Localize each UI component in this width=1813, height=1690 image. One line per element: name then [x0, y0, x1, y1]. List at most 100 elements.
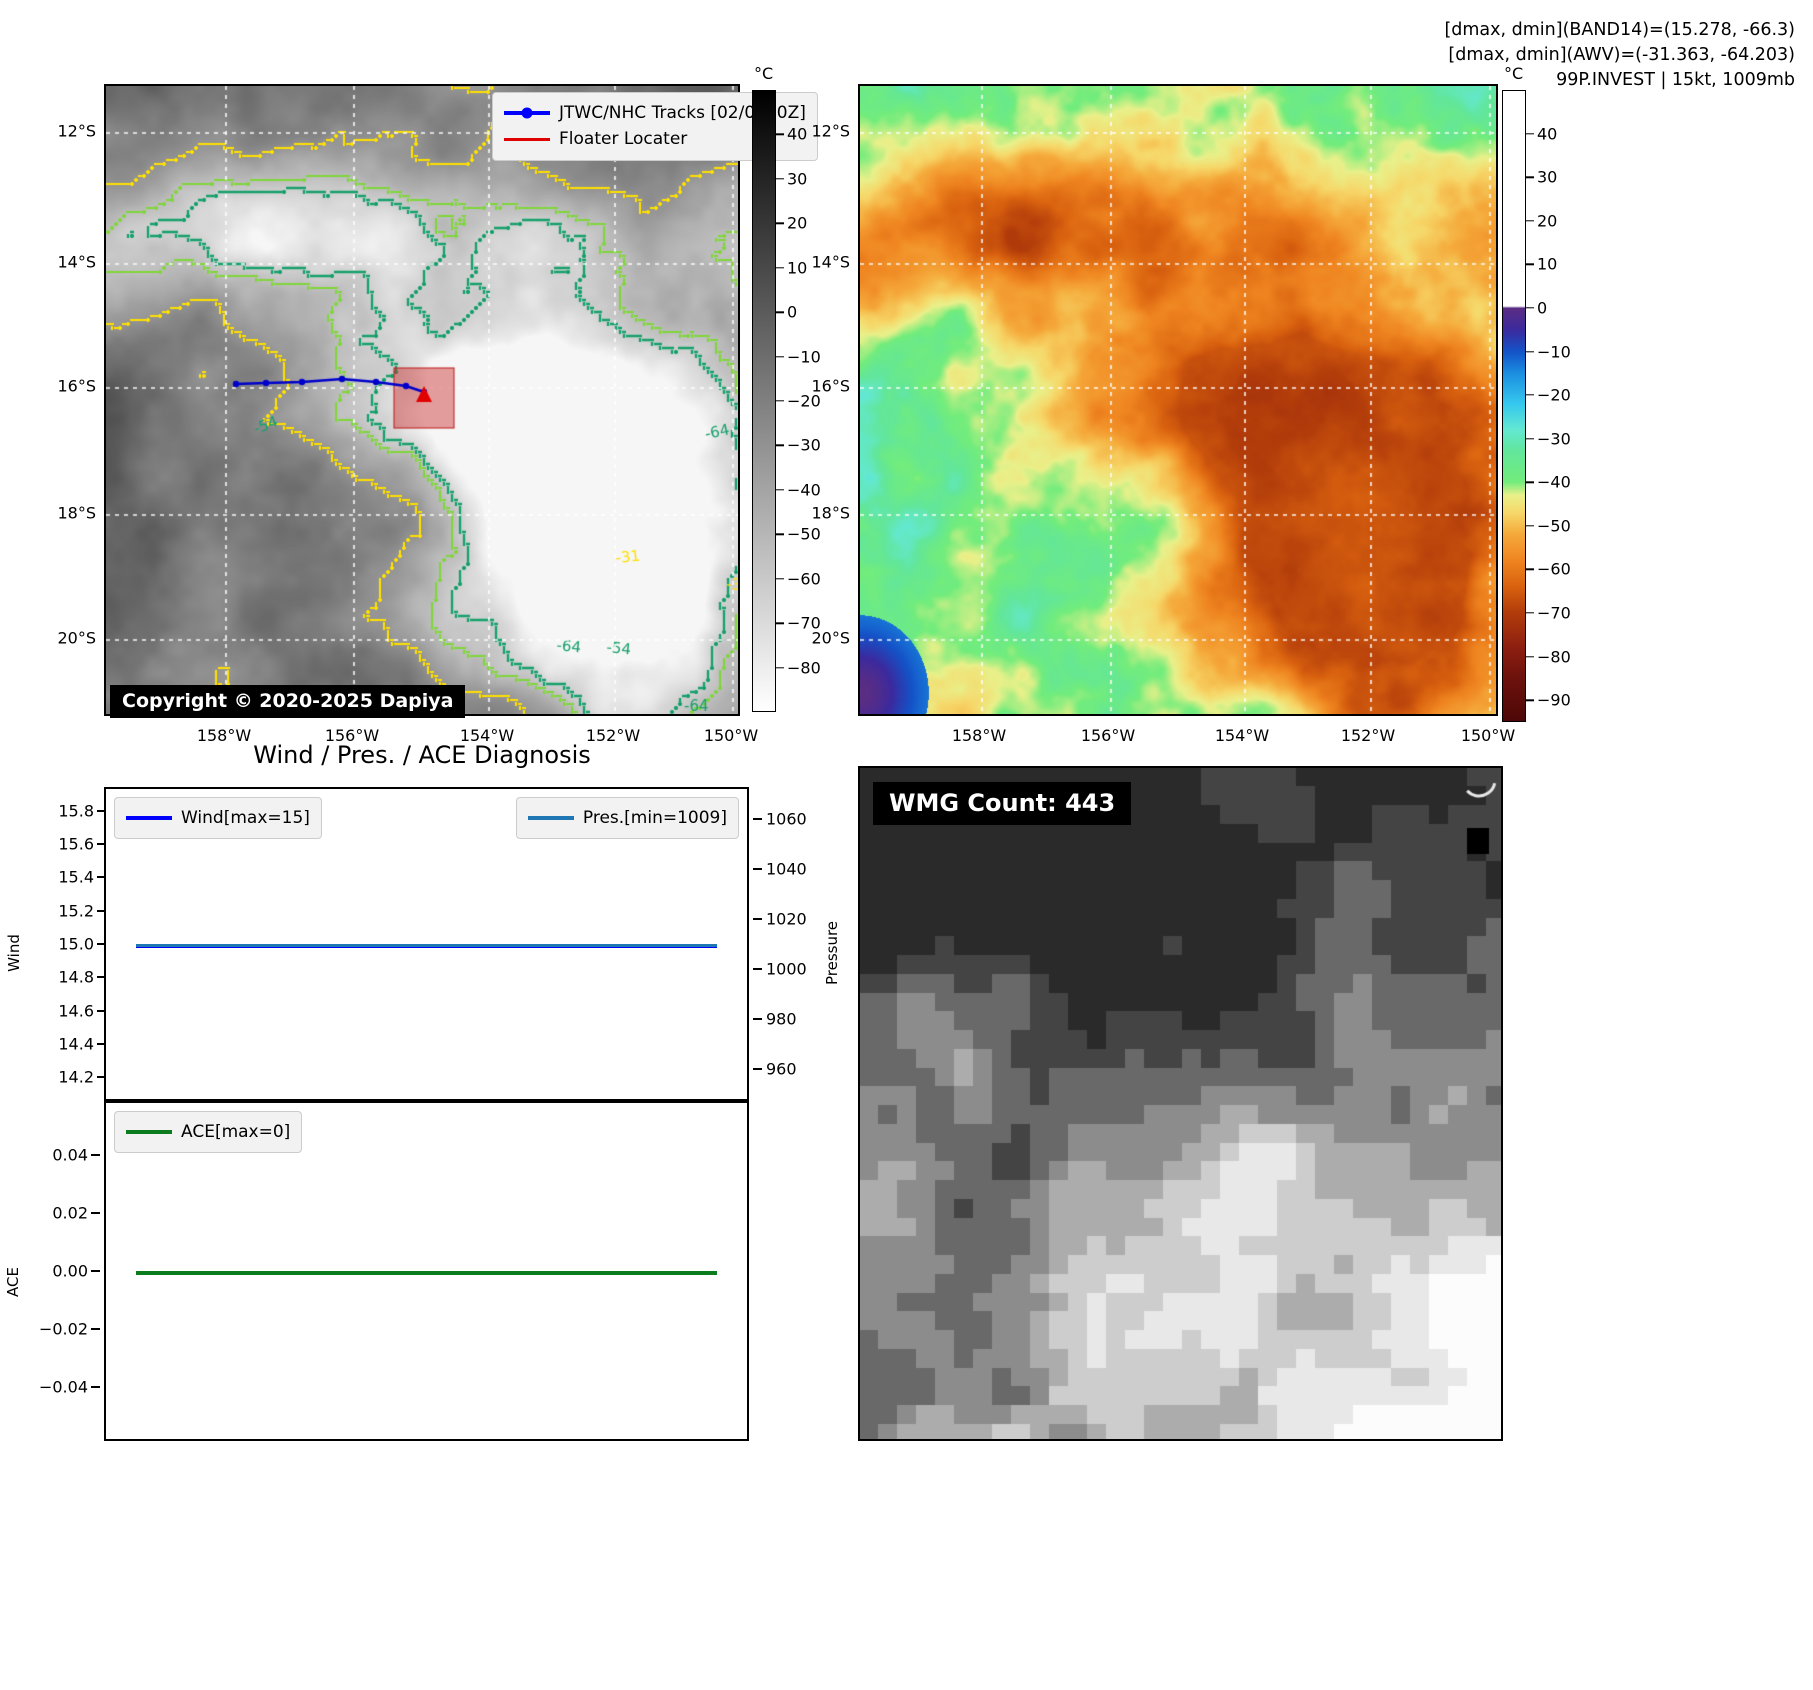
awv-colorbar-gradient — [1502, 90, 1526, 722]
chart-ytick-label: 15.8 — [58, 801, 94, 821]
chart-ytick-label: 1040 — [766, 859, 807, 879]
wind-pressure-axes[interactable]: Wind[max=15] Pres.[min=1009] — [104, 787, 749, 1101]
awv-xtick-1: 156°W — [1080, 726, 1136, 745]
colorbar-tick-label: −50 — [787, 524, 821, 544]
colorbar-tick-label: 40 — [787, 124, 808, 144]
pressure-line-icon — [527, 816, 574, 820]
legend-label-wind: Wind[max=15] — [181, 808, 310, 828]
colorbar-tickmark — [776, 533, 784, 535]
ir-map[interactable] — [104, 84, 740, 716]
colorbar-tickmark — [776, 178, 784, 180]
pressure-legend: Pres.[min=1009] — [515, 797, 739, 840]
ace-legend: ACE[max=0] — [114, 1111, 303, 1154]
awv-colorbar: °C 40 30 20 10 0 −10 −20 −30 −40 −50 −60 −70 −80 −90 — [1502, 64, 1571, 722]
stats-storm: 99P.INVEST | 15kt, 1009mb — [1556, 69, 1795, 90]
chart-tickmark — [753, 818, 762, 820]
chart-ytick-label: 1060 — [766, 809, 807, 829]
colorbar-tick-label: −90 — [1537, 690, 1571, 710]
awv-ytick-1: 14°S — [811, 252, 850, 272]
chart-tickmark — [97, 976, 106, 979]
chart-tickmark — [91, 1212, 100, 1214]
colorbar-tick-label: −40 — [787, 480, 821, 500]
legend-item-wind: Wind[max=15] — [126, 805, 310, 831]
colorbar-tickmark — [1526, 655, 1534, 658]
stats-awv: [dmax, dmin](AWV)=(-31.363, -64.203) — [1448, 44, 1795, 65]
ace-axes[interactable]: ACE[max=0] — [104, 1101, 749, 1441]
colorbar-tick-label: 0 — [787, 302, 798, 322]
chart-tickmark — [91, 1270, 100, 1272]
track-line-icon — [504, 111, 550, 115]
legend-item-floater: Floater Locater — [504, 126, 806, 152]
legend-label-floater: Floater Locater — [559, 129, 688, 150]
pressure-series-line — [136, 944, 717, 948]
colorbar-tick-label: −30 — [1537, 429, 1571, 449]
colorbar-tick-label: 40 — [1537, 124, 1558, 144]
ir-colorbar-unit: °C — [754, 64, 774, 83]
awv-ytick-4: 20°S — [811, 628, 850, 648]
colorbar-tick-label: 30 — [1537, 167, 1558, 187]
chart-tickmark — [753, 968, 762, 970]
ir-colorbar: °C 40 30 20 10 0 −10 −20 −30 −40 −50 −60 −70 −80 — [752, 64, 821, 712]
colorbar-tick-label: −10 — [787, 347, 821, 367]
awv-map[interactable] — [858, 84, 1498, 716]
chart-ytick-label: 0.02 — [52, 1203, 88, 1223]
colorbar-tick-label: 20 — [1537, 211, 1558, 231]
legend-item-ace: ACE[max=0] — [126, 1119, 290, 1145]
ir-map-image — [106, 86, 738, 714]
colorbar-tick-label: −20 — [1537, 385, 1571, 405]
wmg-map[interactable] — [858, 766, 1503, 1441]
ace-axis-label: ACE — [3, 1267, 22, 1297]
legend-label-pressure: Pres.[min=1009] — [582, 808, 727, 828]
colorbar-tick-label: −70 — [787, 613, 821, 633]
ir-xtick-0: 158°W — [196, 726, 252, 745]
chart-title: Wind / Pres. / ACE Diagnosis — [253, 741, 591, 769]
colorbar-tick-label: −80 — [1537, 647, 1571, 667]
chart-ytick-label: 14.2 — [58, 1067, 94, 1087]
ir-ytick-2: 16°S — [57, 376, 96, 396]
wmg-count-badge: WMG Count: 443 — [873, 782, 1132, 825]
colorbar-tickmark — [1526, 220, 1534, 222]
chart-ytick-label: 0.04 — [52, 1145, 88, 1165]
colorbar-tick-label: −20 — [787, 391, 821, 411]
wmg-map-image — [860, 768, 1501, 1439]
colorbar-tickmark — [1526, 132, 1534, 135]
awv-xtick-3: 152°W — [1340, 726, 1396, 745]
copyright-badge: Copyright © 2020-2025 Dapiya — [110, 685, 466, 718]
colorbar-tick-label: 30 — [787, 169, 808, 189]
chart-tickmark — [97, 1076, 106, 1079]
colorbar-tickmark — [776, 400, 784, 402]
colorbar-tick-label: 0 — [1537, 298, 1548, 318]
colorbar-tick-label: −80 — [787, 658, 821, 678]
chart-tickmark — [97, 1043, 106, 1045]
ir-ytick-4: 20°S — [57, 628, 96, 648]
chart-ytick-label: 1000 — [766, 959, 807, 979]
colorbar-tickmark — [1526, 612, 1534, 614]
awv-xtick-4: 150°W — [1460, 726, 1516, 745]
chart-tickmark — [753, 868, 762, 870]
colorbar-tickmark — [1526, 437, 1534, 440]
chart-ytick-label: 15.4 — [58, 867, 94, 887]
chart-tickmark — [91, 1328, 100, 1330]
colorbar-tickmark — [776, 622, 784, 624]
awv-ytick-3: 18°S — [811, 503, 850, 523]
awv-xtick-2: 154°W — [1214, 726, 1270, 745]
colorbar-tickmark — [776, 267, 784, 269]
chart-ytick-label: −0.04 — [38, 1377, 88, 1397]
awv-colorbar-unit: °C — [1504, 64, 1524, 83]
colorbar-tickmark — [1526, 481, 1534, 483]
ace-line-icon — [126, 1130, 172, 1134]
ir-ytick-3: 18°S — [57, 503, 96, 523]
ace-series-line — [136, 1271, 717, 1275]
ir-xtick-1: 156°W — [324, 726, 380, 745]
chart-ytick-label: 0.00 — [52, 1261, 88, 1281]
ir-colorbar-ticks: 40 30 20 10 0 −10 −20 −30 −40 −50 −60 −70 −80 — [776, 90, 836, 712]
colorbar-tick-label: −10 — [1537, 342, 1571, 362]
colorbar-tick-label: −60 — [787, 569, 821, 589]
chart-tickmark — [97, 843, 106, 845]
colorbar-tickmark — [1526, 307, 1534, 309]
colorbar-tickmark — [1526, 263, 1534, 266]
awv-colorbar-ticks: 40 30 20 10 0 −10 −20 −30 −40 −50 −60 −70 −80 −90 — [1526, 90, 1586, 722]
colorbar-tick-label: −60 — [1537, 559, 1571, 579]
chart-tickmark — [753, 918, 762, 920]
colorbar-tick-label: −30 — [787, 435, 821, 455]
